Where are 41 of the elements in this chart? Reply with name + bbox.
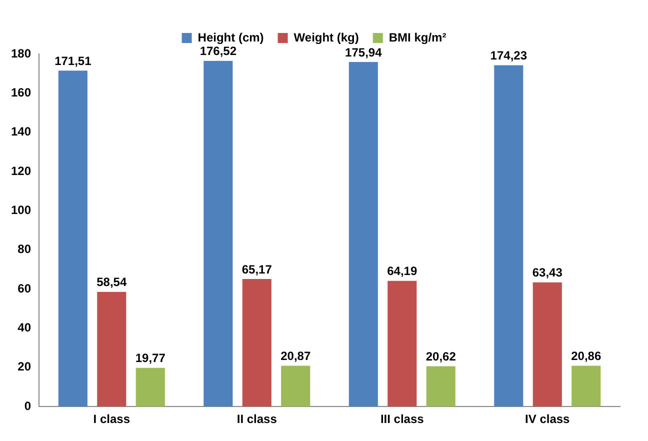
- bar: [572, 366, 601, 407]
- y-tick-label: 20: [18, 360, 32, 374]
- data-label: 20,86: [571, 349, 602, 364]
- data-label: 64,19: [387, 264, 418, 278]
- bar: [58, 70, 88, 407]
- x-tick-label: III class: [380, 412, 424, 426]
- bar: [136, 368, 165, 407]
- bar: [388, 280, 417, 407]
- data-label: 65,17: [242, 262, 272, 276]
- bar: [204, 60, 233, 407]
- y-tick-label: 180: [10, 46, 32, 60]
- data-label: 171,51: [54, 54, 92, 68]
- legend-label: Weight (kg): [294, 30, 359, 44]
- legend-label: BMI kg/m²: [388, 30, 446, 44]
- data-label: 174,23: [490, 48, 528, 63]
- y-tick-label: 80: [18, 242, 32, 256]
- data-label: 63,43: [532, 266, 563, 280]
- bar: [426, 366, 456, 407]
- bar: [242, 278, 272, 407]
- bar: [494, 65, 524, 407]
- x-tick-label: IV class: [525, 412, 570, 426]
- bar: [281, 366, 310, 407]
- data-label: 19,77: [135, 351, 166, 366]
- x-tick-label: I class: [93, 412, 130, 426]
- data-label: 58,54: [96, 275, 127, 290]
- bar: [97, 292, 126, 407]
- data-label: 175,94: [345, 45, 382, 60]
- legend-label: Height (cm): [198, 30, 264, 44]
- y-tick-label: 160: [10, 85, 32, 100]
- y-tick-label: 60: [18, 281, 32, 296]
- y-tick-label: 40: [18, 320, 32, 335]
- y-tick-label: 120: [10, 164, 32, 178]
- x-tick-label: II class: [236, 412, 278, 426]
- y-tick-label: 0: [24, 398, 32, 413]
- bar: [532, 282, 562, 407]
- y-tick-label: 140: [10, 124, 32, 139]
- y-tick-label: 100: [10, 203, 32, 218]
- data-label: 176,52: [200, 44, 237, 58]
- bar: [348, 62, 378, 407]
- data-label: 20,87: [280, 349, 311, 364]
- data-label: 20,62: [426, 350, 456, 364]
